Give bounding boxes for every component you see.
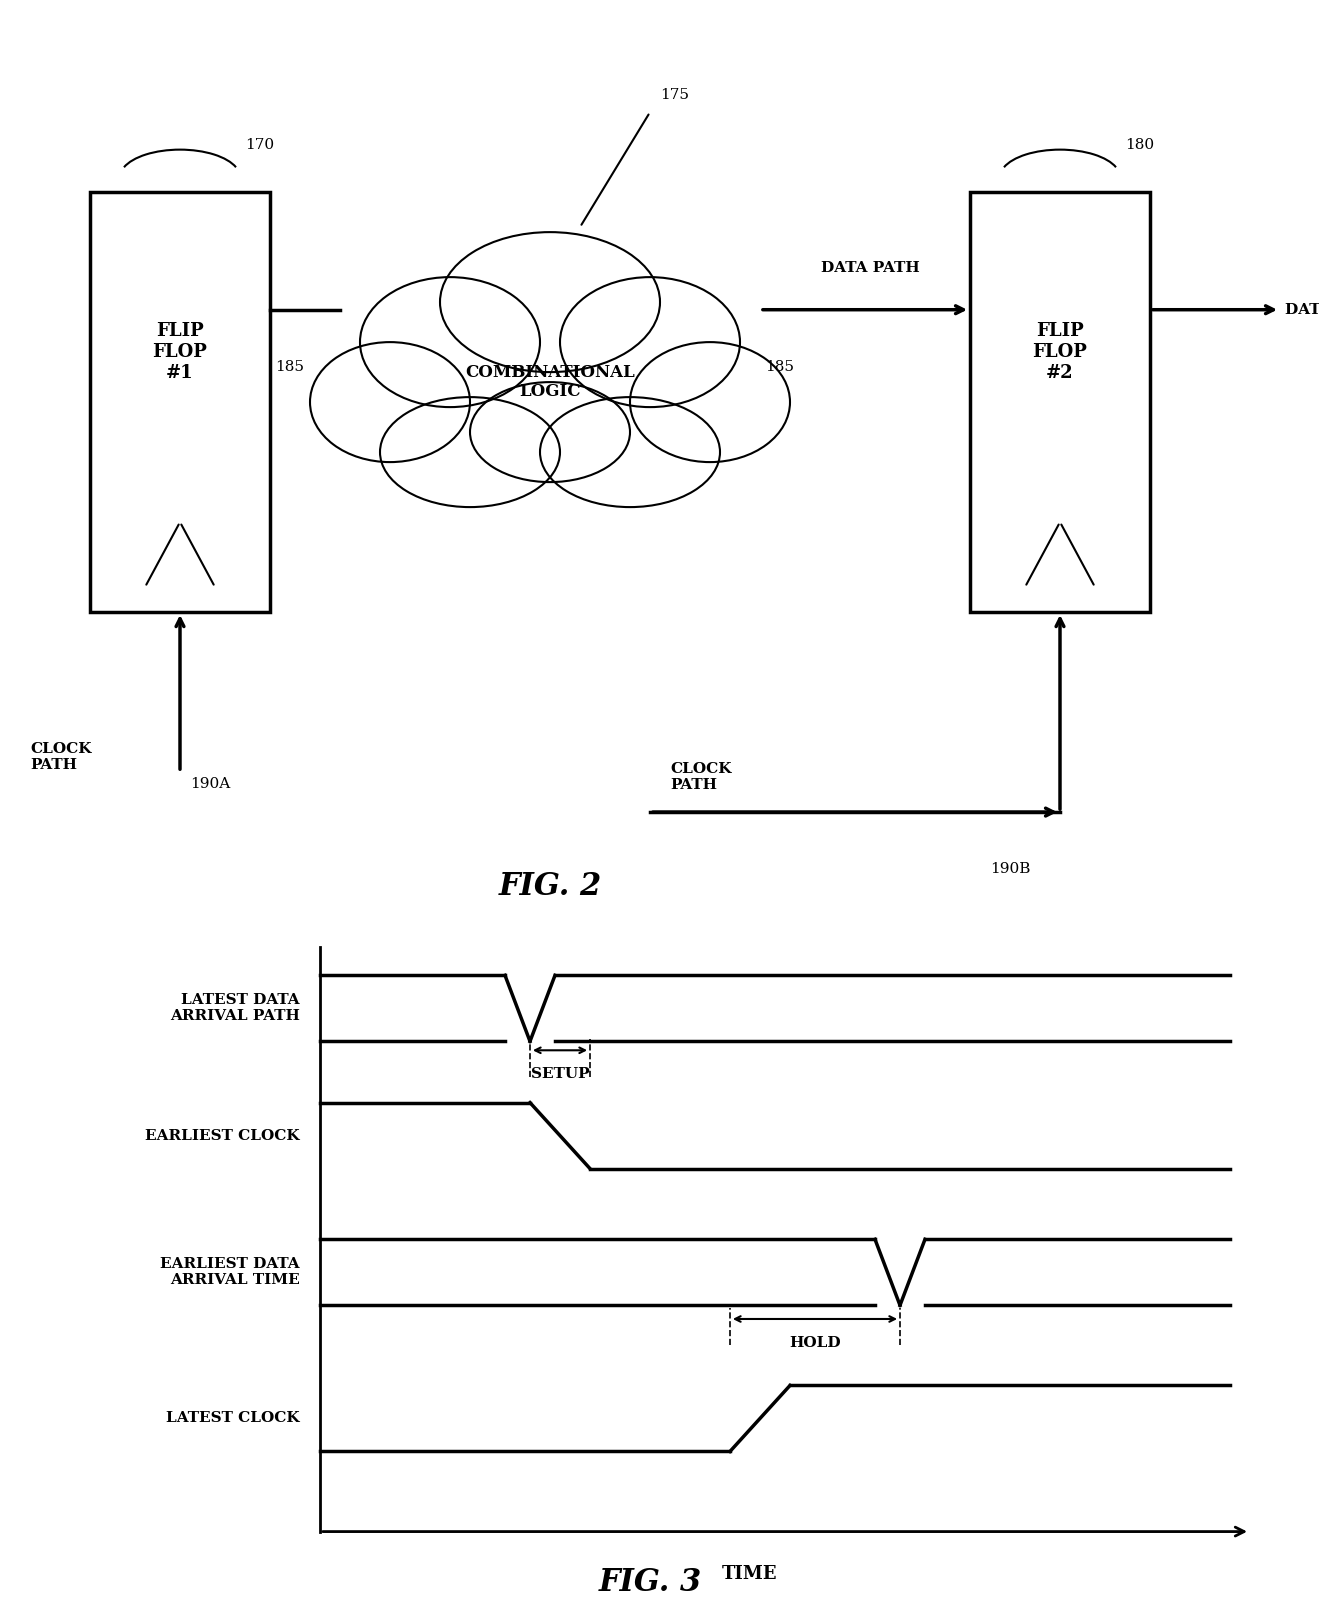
Bar bbox=[90, 193, 270, 612]
Ellipse shape bbox=[360, 276, 539, 407]
Text: 185: 185 bbox=[274, 360, 303, 374]
Bar bbox=[969, 193, 1150, 612]
Text: 190B: 190B bbox=[989, 861, 1030, 876]
Text: LATEST CLOCK: LATEST CLOCK bbox=[166, 1411, 299, 1425]
Text: SETUP: SETUP bbox=[530, 1067, 590, 1082]
Ellipse shape bbox=[630, 342, 790, 463]
Text: 180: 180 bbox=[1125, 138, 1154, 153]
Text: HOLD: HOLD bbox=[789, 1335, 840, 1350]
Ellipse shape bbox=[539, 397, 720, 508]
Text: LATEST DATA
ARRIVAL PATH: LATEST DATA ARRIVAL PATH bbox=[170, 993, 299, 1024]
Text: 175: 175 bbox=[660, 88, 689, 103]
Text: EARLIEST CLOCK: EARLIEST CLOCK bbox=[145, 1128, 299, 1143]
Text: DATA OUT: DATA OUT bbox=[1285, 302, 1319, 317]
Text: 190A: 190A bbox=[190, 778, 231, 791]
Text: EARLIEST DATA
ARRIVAL TIME: EARLIEST DATA ARRIVAL TIME bbox=[161, 1257, 299, 1287]
Text: COMBINATIONAL
LOGIC: COMBINATIONAL LOGIC bbox=[466, 363, 634, 400]
Text: DATA PATH: DATA PATH bbox=[820, 260, 919, 275]
Ellipse shape bbox=[470, 382, 630, 482]
Ellipse shape bbox=[561, 276, 740, 407]
Text: 170: 170 bbox=[245, 138, 274, 153]
Text: FIG. 3: FIG. 3 bbox=[599, 1567, 702, 1597]
Ellipse shape bbox=[310, 342, 470, 463]
Ellipse shape bbox=[441, 231, 660, 373]
Text: FLIP
FLOP
#2: FLIP FLOP #2 bbox=[1033, 321, 1087, 381]
Text: 185: 185 bbox=[765, 360, 794, 374]
Ellipse shape bbox=[380, 397, 561, 508]
Text: TIME: TIME bbox=[723, 1565, 778, 1583]
Text: FLIP
FLOP
#1: FLIP FLOP #1 bbox=[153, 321, 207, 381]
Text: CLOCK
PATH: CLOCK PATH bbox=[670, 762, 732, 792]
Text: FIG. 2: FIG. 2 bbox=[499, 871, 601, 902]
Text: CLOCK
PATH: CLOCK PATH bbox=[30, 742, 91, 773]
